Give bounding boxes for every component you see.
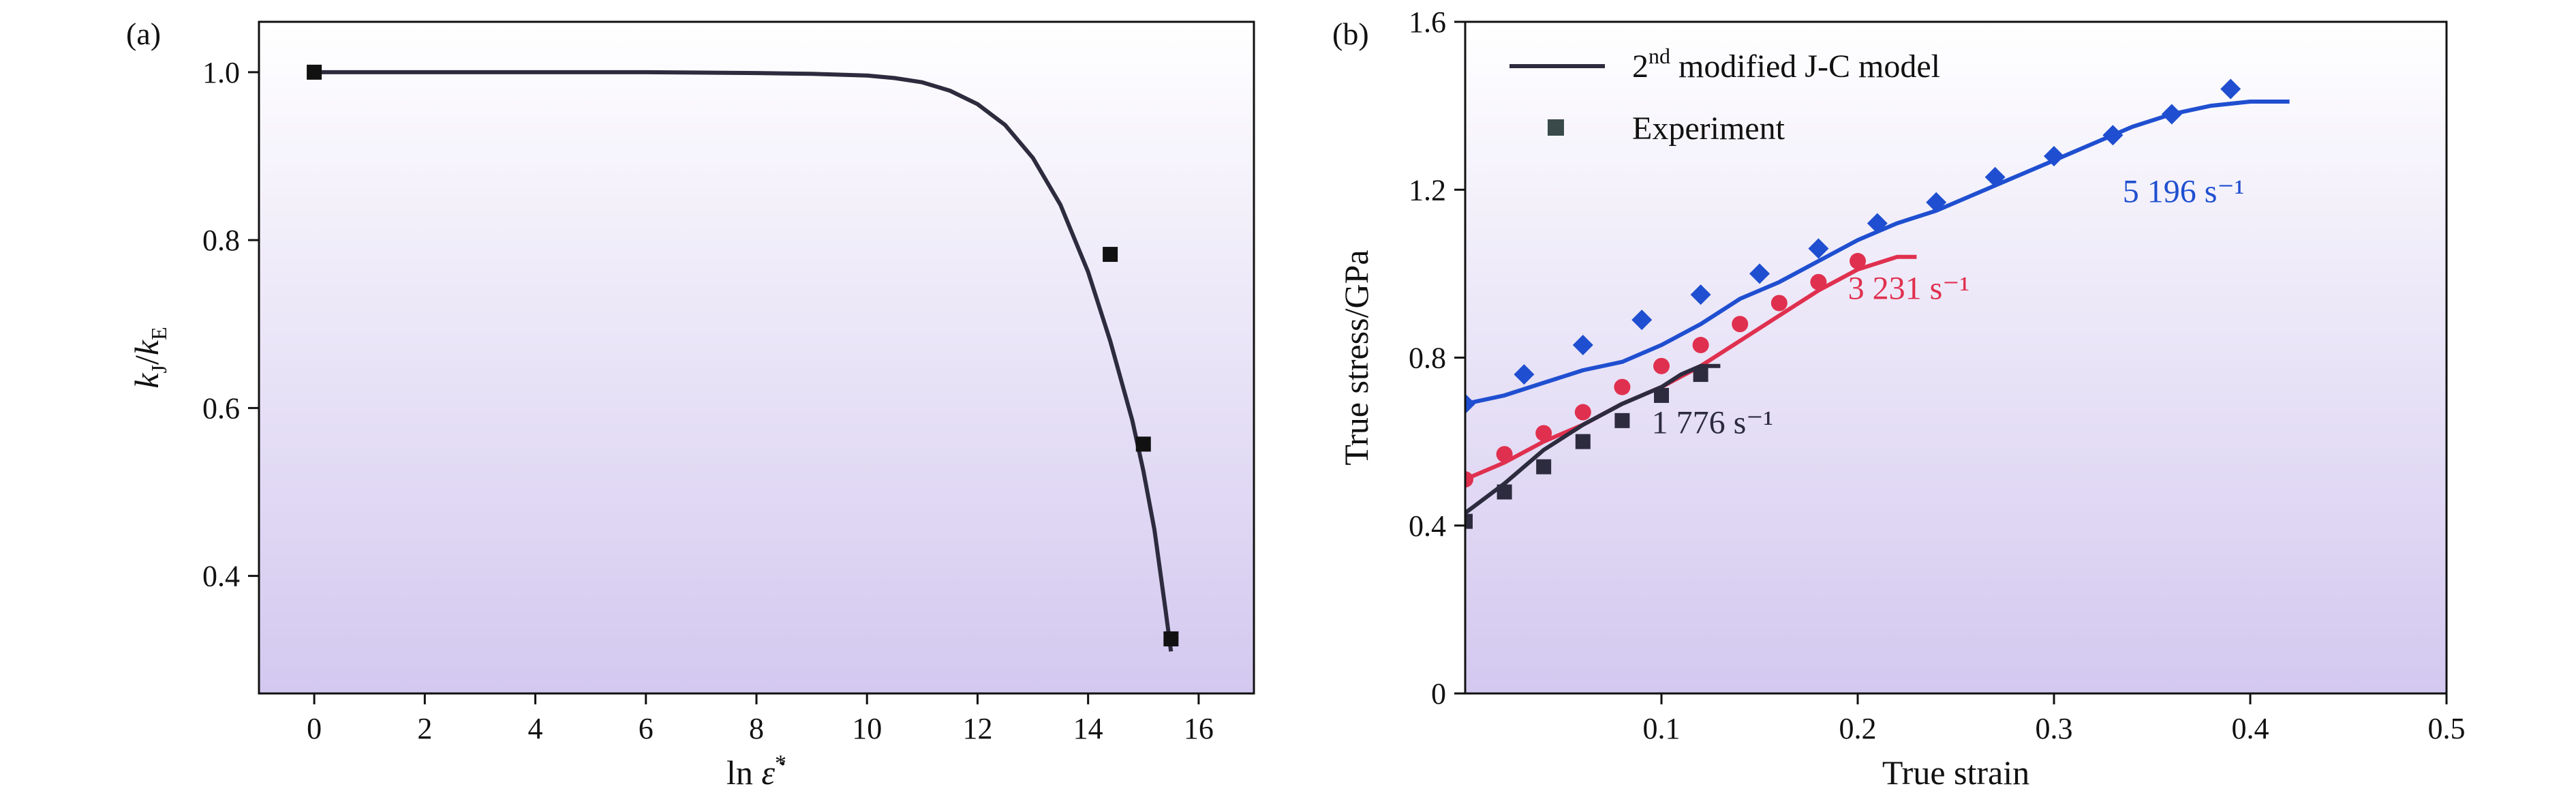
- plot-area-a: [259, 22, 1254, 693]
- y-tick-label-a: 0.8: [202, 224, 240, 257]
- y-label-slash: /: [127, 355, 166, 365]
- experiment-point-b: [1984, 166, 2006, 188]
- experiment-point-b: [1614, 413, 1630, 428]
- experiment-point-b: [1749, 263, 1770, 284]
- legend-label-model-sup: nd: [1649, 44, 1670, 68]
- experiment-point-b: [2161, 104, 2182, 125]
- rate-label-1: 3 231 s⁻¹: [1848, 270, 1969, 306]
- panel-b: 0.1 0.2 0.3 0.4 0.5 0 0.4 0.8 1.2 1.6 (b) True stra…: [1332, 5, 2466, 792]
- experiment-point-b: [1770, 295, 1788, 312]
- experiment-point-b: [2220, 78, 2241, 100]
- experiment-point-b: [1465, 513, 1473, 529]
- experiment-point-b: [1572, 335, 1593, 356]
- panel-a: 0 2 4 6 8 10 12 14 160.40.60.81.0(a)ln ε̇*kJ/kE: [126, 16, 1255, 792]
- x-tick-label-a: 16: [1184, 712, 1214, 745]
- legend-label-experiment: Experiment: [1632, 110, 1785, 147]
- x-tick-label-a: 4: [528, 712, 543, 745]
- x-axis-label-a-sup: *: [775, 751, 786, 776]
- x-tick-label-b: 0.5: [2428, 712, 2466, 745]
- x-tick-label-a: 8: [749, 712, 764, 745]
- y-tick-label-b: 0.4: [1409, 509, 1446, 543]
- legend-square-symbol: [1548, 119, 1564, 136]
- experiment-point-b: [1465, 393, 1475, 415]
- legend-b: 2nd modified J-C model Experiment: [1509, 44, 1940, 147]
- experiment-point-b: [1535, 425, 1552, 442]
- x-tick-label-b: 0.2: [1839, 712, 1877, 745]
- experiment-point-b: [1614, 378, 1631, 395]
- x-tick-label-a: 2: [417, 712, 432, 745]
- experiment-point-b: [1732, 316, 1749, 333]
- y-tick-label-b: 1.2: [1409, 173, 1446, 207]
- y-tick-label-b: 1.6: [1409, 5, 1446, 39]
- x-axis-label-b: True strain: [1882, 753, 2029, 792]
- series-group-a: [307, 64, 1179, 652]
- x-tick-label-a: 0: [307, 712, 322, 745]
- model-curve-a: [314, 70, 1174, 652]
- experiment-point-b: [1692, 337, 1709, 354]
- y-axis-label-b: True stress/GPa: [1337, 250, 1375, 465]
- legend-label-model-rest: modified J-C model: [1670, 48, 1940, 85]
- experiment-point-b: [1575, 434, 1591, 449]
- x-tick-label-a: 10: [852, 712, 882, 745]
- experiment-point-b: [1810, 273, 1827, 290]
- experiment-point-a: [307, 64, 322, 80]
- plot-area-b: [1465, 22, 2447, 693]
- legend-label-model-main: 2: [1632, 48, 1649, 85]
- y-label-sub-e: E: [147, 327, 171, 340]
- y-label-k2: k: [127, 340, 166, 355]
- experiment-point-a: [1135, 436, 1151, 452]
- x-axis-label-a-text: ln: [726, 753, 761, 792]
- x-tick-label-a: 14: [1073, 712, 1103, 745]
- x-tick-label-a: 6: [639, 712, 654, 745]
- experiment-point-b: [1690, 284, 1711, 305]
- experiment-point-b: [2044, 146, 2064, 166]
- y-axis-label-a: kJ/kE: [127, 327, 171, 388]
- axes-frame-a: [258, 20, 1255, 695]
- experiment-point-b: [1926, 192, 1947, 213]
- experiment-point-b: [2102, 125, 2123, 146]
- x-axis-label-a: ln ε̇*: [726, 751, 786, 792]
- panel-label-a: (a): [126, 16, 161, 51]
- x-tick-label-a: 12: [962, 712, 992, 745]
- panel-label-b: (b): [1332, 16, 1369, 51]
- experiment-point-b: [1536, 459, 1552, 475]
- experiment-point-b: [1850, 252, 1866, 269]
- experiment-point-a: [1103, 247, 1118, 263]
- rate-label-2: 1 776 s⁻¹: [1652, 404, 1773, 440]
- y-tick-label-a: 1.0: [202, 56, 240, 89]
- x-tick-label-b: 0.4: [2232, 712, 2269, 745]
- experiment-point-b: [1497, 484, 1512, 500]
- x-tick-label-b: 0.1: [1643, 712, 1681, 745]
- x-tick-label-b: 0.3: [2036, 712, 2073, 745]
- experiment-point-b: [1654, 387, 1669, 403]
- experiment-point-b: [1514, 364, 1535, 385]
- y-label-k1: k: [127, 373, 166, 389]
- axes-frame-b: [1464, 20, 2448, 695]
- legend-label-model: 2nd modified J-C model: [1632, 44, 1940, 85]
- experiment-point-b: [1496, 446, 1513, 463]
- y-tick-label-b: 0.8: [1409, 342, 1446, 375]
- y-label-sub-j: J: [147, 365, 171, 373]
- experiment-point-b: [1631, 310, 1653, 331]
- experiment-point-b: [1867, 213, 1888, 234]
- experiment-point-b: [1808, 238, 1829, 259]
- series-group-b: [1465, 78, 2290, 529]
- experiment-point-b: [1693, 367, 1708, 383]
- experiment-point-b: [1574, 404, 1591, 421]
- rate-label-0: 5 196 s⁻¹: [2123, 174, 2244, 210]
- experiment-point-b: [1653, 357, 1670, 374]
- y-tick-label-b: 0: [1431, 677, 1446, 710]
- y-tick-label-a: 0.6: [202, 391, 240, 425]
- experiment-point-a: [1163, 631, 1179, 646]
- y-tick-label-a: 0.4: [202, 560, 240, 593]
- experiment-point-b: [1465, 471, 1473, 488]
